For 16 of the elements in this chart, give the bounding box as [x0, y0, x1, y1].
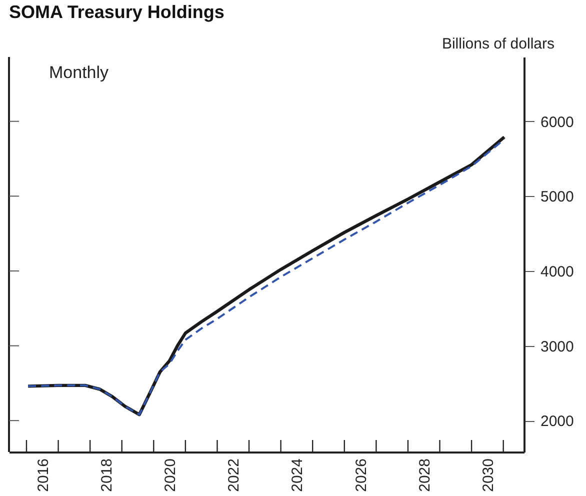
y-tick-label: 6000 [540, 114, 574, 131]
y-tick-label: 2000 [540, 413, 574, 430]
x-tick-label: 2022 [226, 458, 243, 492]
annotation: Monthly [49, 63, 110, 82]
y-tick-label: 4000 [540, 263, 574, 280]
x-tick-label: 2020 [162, 458, 180, 492]
x-tick-label: 2030 [480, 458, 497, 492]
x-tick-label: 2018 [98, 458, 116, 492]
x-tick-label: 2016 [34, 458, 52, 492]
y-tick-label: 5000 [540, 188, 574, 206]
x-tick-label: 2024 [289, 458, 306, 492]
y-axis-title: Billions of dollars [442, 36, 554, 52]
x-tick-label: 2026 [352, 458, 370, 492]
x-tick-label: 2028 [416, 458, 434, 492]
chart-title: SOMA Treasury Holdings [9, 2, 224, 22]
y-tick-label: 3000 [540, 338, 574, 356]
